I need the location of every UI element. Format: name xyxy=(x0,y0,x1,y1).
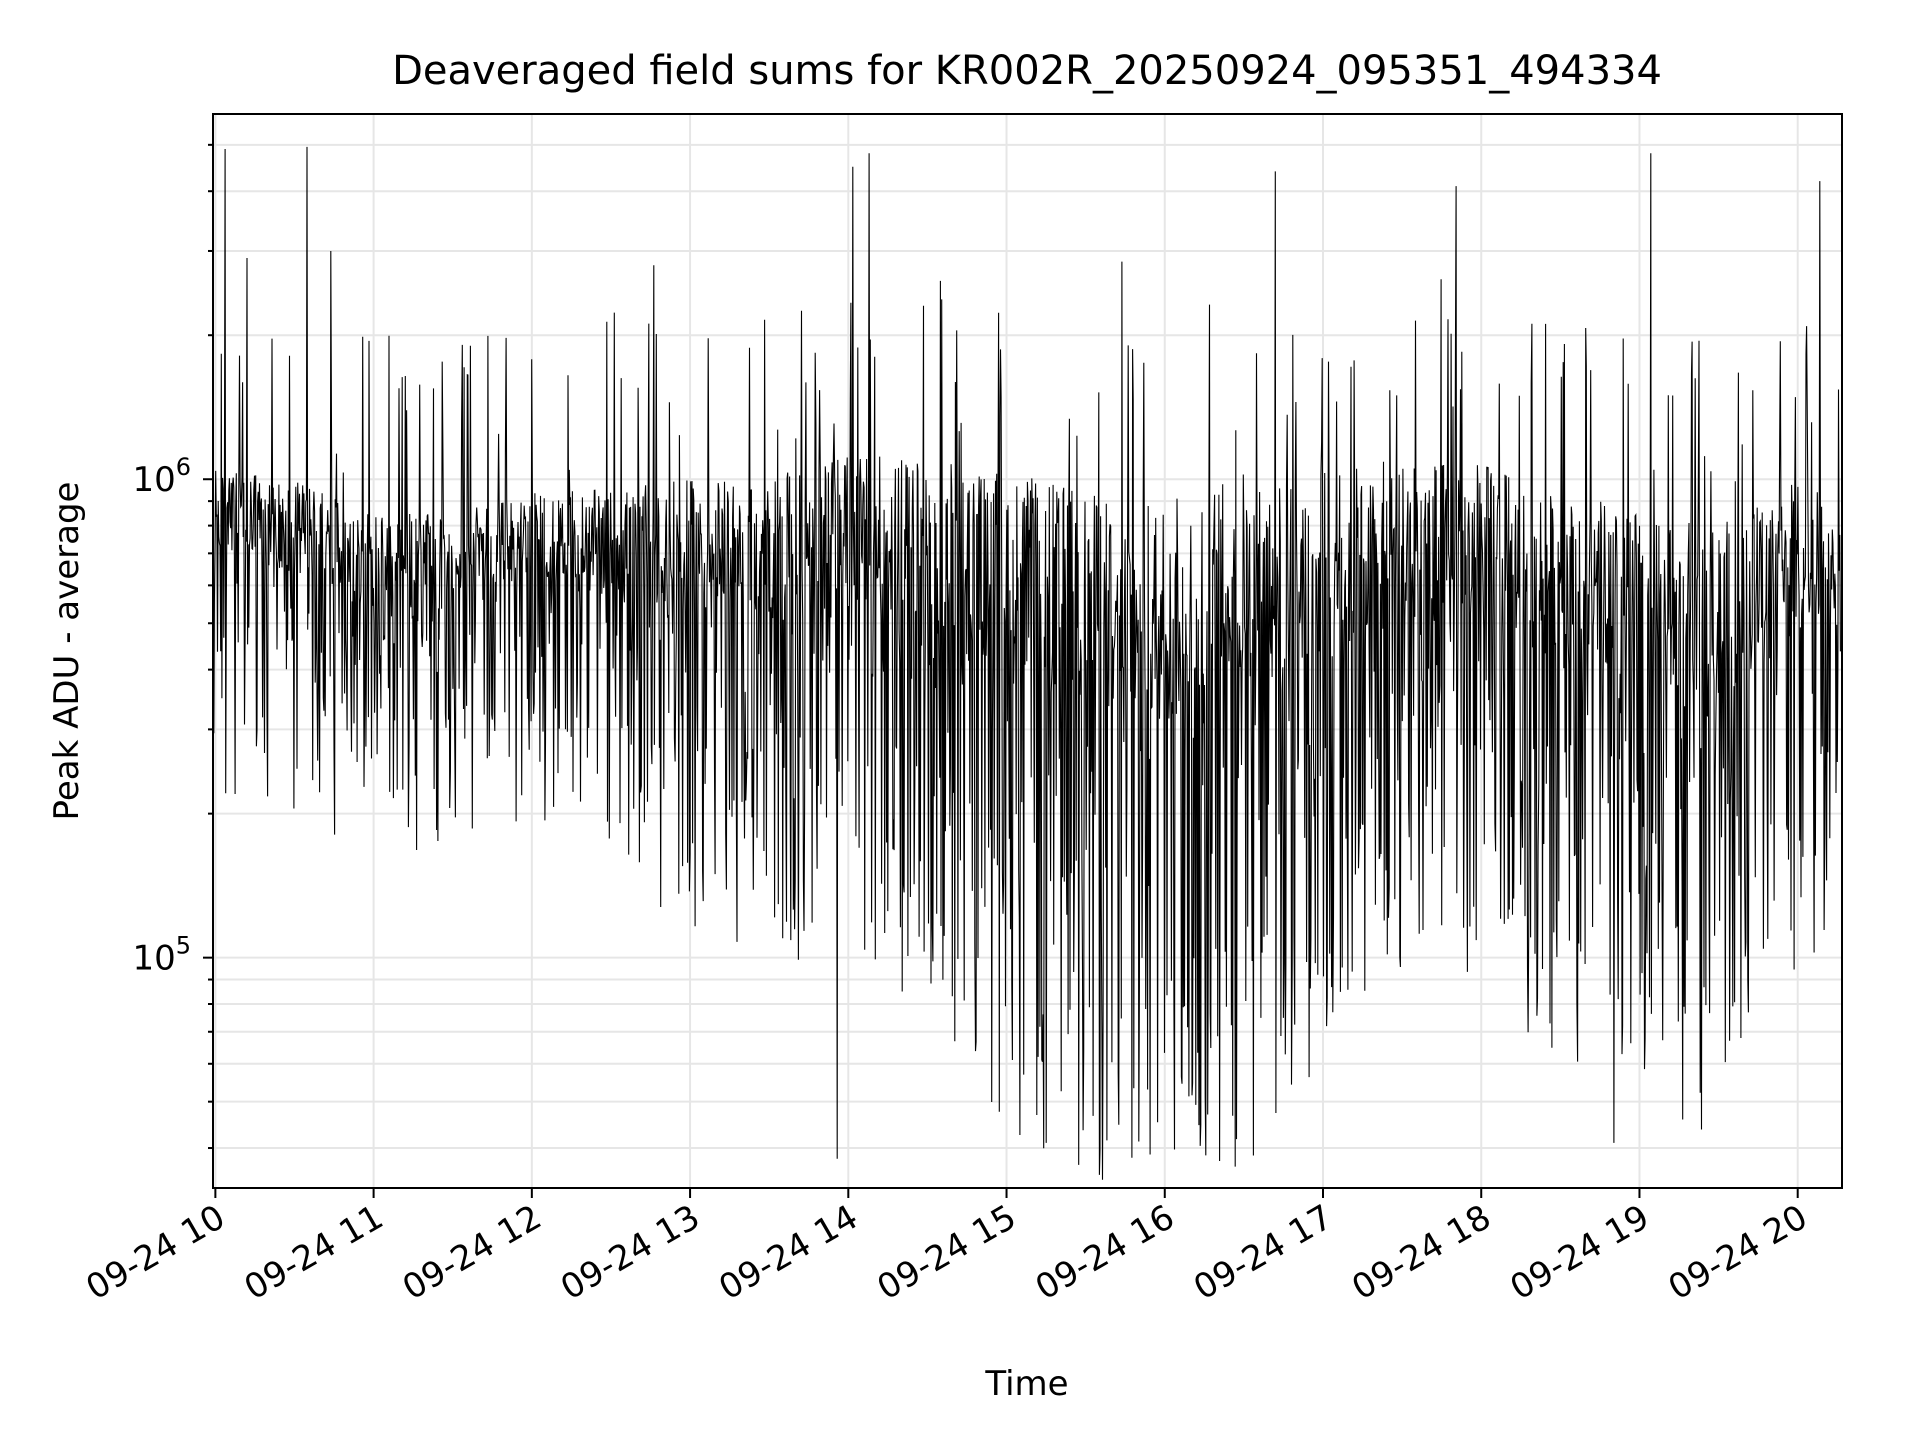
chart-title: Deaveraged field sums for KR002R_2025092… xyxy=(392,48,1662,94)
y-axis-label: Peak ADU - average xyxy=(47,482,87,821)
y-tick-label-exponent: 6 xyxy=(176,453,191,481)
gridlines xyxy=(213,114,1842,1188)
series-path xyxy=(213,146,1841,1180)
x-tick-label: 09-24 15 xyxy=(871,1197,1023,1308)
y-tick-label-base: 10 xyxy=(132,460,175,500)
x-tick-label: 09-24 12 xyxy=(396,1197,548,1308)
series-line xyxy=(213,146,1841,1180)
y-tick-label: 105 xyxy=(132,932,191,979)
x-tick-label: 09-24 18 xyxy=(1345,1197,1497,1308)
plot-frame xyxy=(212,113,1843,1189)
x-tick-label: 09-24 10 xyxy=(79,1197,231,1308)
y-tick-label-base: 10 xyxy=(132,939,175,979)
x-tick-label: 09-24 20 xyxy=(1662,1197,1814,1308)
x-tick-label: 09-24 17 xyxy=(1187,1197,1339,1308)
x-tick-label: 09-24 11 xyxy=(238,1197,390,1308)
x-axis-label: Time xyxy=(984,1364,1068,1404)
x-tick-label: 09-24 19 xyxy=(1504,1197,1656,1308)
x-axis: 09-24 10 09-24 11 09-24 12 09-24 13 09-24 14… xyxy=(79,1188,1814,1308)
x-tick-label: 09-24 13 xyxy=(554,1197,706,1308)
y-tick-label: 106 xyxy=(132,453,191,500)
x-tick-label: 09-24 16 xyxy=(1029,1197,1181,1308)
y-tick-label-exponent: 5 xyxy=(176,932,191,960)
x-tick-label: 09-24 14 xyxy=(712,1197,864,1308)
